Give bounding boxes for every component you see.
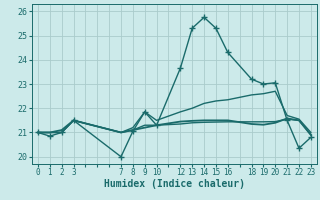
X-axis label: Humidex (Indice chaleur): Humidex (Indice chaleur) (104, 179, 245, 189)
